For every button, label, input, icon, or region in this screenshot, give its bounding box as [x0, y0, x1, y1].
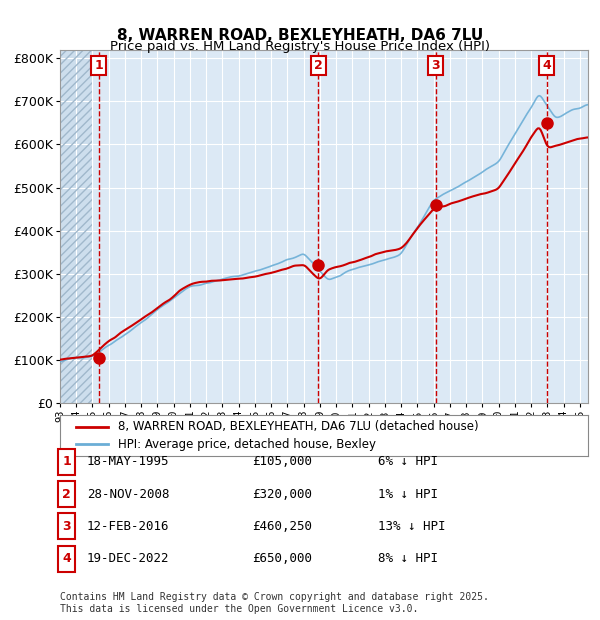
Text: 28-NOV-2008: 28-NOV-2008 [87, 488, 170, 500]
Text: 8, WARREN ROAD, BEXLEYHEATH, DA6 7LU: 8, WARREN ROAD, BEXLEYHEATH, DA6 7LU [117, 28, 483, 43]
Text: 8% ↓ HPI: 8% ↓ HPI [378, 552, 438, 565]
Text: 4: 4 [542, 59, 551, 72]
Text: 4: 4 [62, 552, 71, 565]
Text: 1% ↓ HPI: 1% ↓ HPI [378, 488, 438, 500]
Text: 8, WARREN ROAD, BEXLEYHEATH, DA6 7LU (detached house): 8, WARREN ROAD, BEXLEYHEATH, DA6 7LU (de… [118, 420, 479, 433]
Text: 18-MAY-1995: 18-MAY-1995 [87, 456, 170, 468]
Text: £650,000: £650,000 [252, 552, 312, 565]
Bar [60, 50, 92, 403]
Text: 1: 1 [94, 59, 103, 72]
Text: 19-DEC-2022: 19-DEC-2022 [87, 552, 170, 565]
Text: £460,250: £460,250 [252, 520, 312, 533]
Text: 6% ↓ HPI: 6% ↓ HPI [378, 456, 438, 468]
Text: 2: 2 [314, 59, 323, 72]
Text: 2: 2 [62, 488, 71, 500]
Text: 13% ↓ HPI: 13% ↓ HPI [378, 520, 445, 533]
Text: 3: 3 [431, 59, 440, 72]
Text: HPI: Average price, detached house, Bexley: HPI: Average price, detached house, Bexl… [118, 438, 376, 451]
Bar [60, 50, 92, 403]
Text: 12-FEB-2016: 12-FEB-2016 [87, 520, 170, 533]
Text: Price paid vs. HM Land Registry's House Price Index (HPI): Price paid vs. HM Land Registry's House … [110, 40, 490, 53]
Text: Contains HM Land Registry data © Crown copyright and database right 2025.
This d: Contains HM Land Registry data © Crown c… [60, 592, 489, 614]
Text: £320,000: £320,000 [252, 488, 312, 500]
Text: £105,000: £105,000 [252, 456, 312, 468]
Text: 1: 1 [62, 456, 71, 468]
Text: 3: 3 [62, 520, 71, 533]
